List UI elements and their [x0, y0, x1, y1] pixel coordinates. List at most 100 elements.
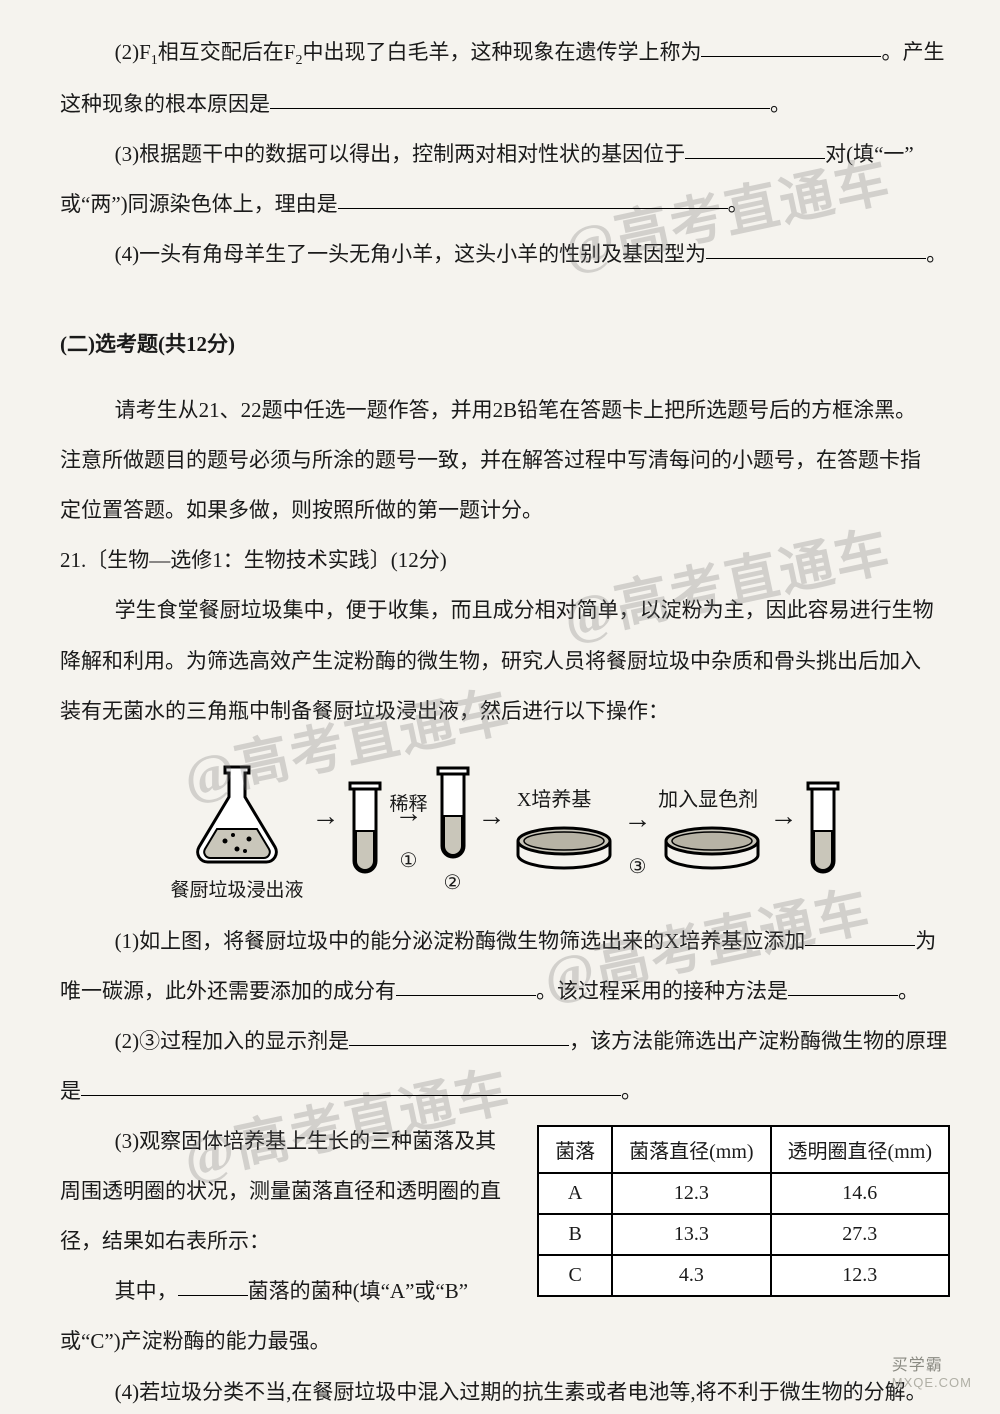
circle-1: ① — [400, 848, 418, 873]
petri-dish-1 — [514, 825, 614, 871]
q21-p3-block: 菌落 菌落直径(mm) 透明圈直径(mm) A 12.3 14.6 B 13.3… — [60, 1119, 950, 1319]
text: 。 — [621, 1079, 642, 1103]
dish-icon — [514, 825, 614, 871]
text: 或“两”)同源染色体上，理由是 — [60, 192, 338, 216]
text: 是 — [60, 1079, 81, 1103]
table-header-row: 菌落 菌落直径(mm) 透明圈直径(mm) — [538, 1126, 949, 1173]
sub: 1 — [151, 53, 158, 68]
blank — [805, 925, 915, 946]
tube-1 — [348, 781, 382, 881]
table-cell: 27.3 — [771, 1214, 949, 1255]
blank — [81, 1075, 621, 1096]
brand-url: MXQE.COM — [892, 1375, 972, 1390]
table-header: 菌落 — [538, 1126, 612, 1173]
table-cell: 13.3 — [612, 1214, 770, 1255]
table-row: B 13.3 27.3 — [538, 1214, 949, 1255]
text: 菌落的菌种(填“A”或“B” — [248, 1279, 468, 1303]
table-cell: 4.3 — [612, 1255, 770, 1296]
q-prev-2-line1: (2)F1相互交配后在F2中出现了白毛羊，这种现象在遗传学上称为。产生 — [60, 30, 950, 76]
q21-p2-line2: 是。 — [60, 1069, 950, 1113]
flask-label: 餐厨垃圾浸出液 — [170, 875, 303, 902]
blank — [396, 975, 536, 996]
petri-dish-2 — [662, 825, 762, 871]
q21-intro-c: 装有无菌水的三角瓶中制备餐厨垃圾浸出液，然后进行以下操作： — [60, 689, 950, 733]
q21-table: 菌落 菌落直径(mm) 透明圈直径(mm) A 12.3 14.6 B 13.3… — [537, 1125, 950, 1297]
q-prev-3-line2: 或“两”)同源染色体上，理由是 。 — [60, 182, 950, 226]
blank — [706, 238, 926, 259]
q-prev-3-line1: (3)根据题干中的数据可以得出，控制两对相对性状的基因位于 对(填“一” — [60, 132, 950, 176]
q-prev-4: (4)一头有角母羊生了一头无角小羊，这头小羊的性别及基因型为 。 — [60, 232, 950, 276]
arrow-icon: → — [312, 801, 340, 833]
blank — [338, 188, 728, 209]
section2-header: (二)选考题(共12分) — [60, 322, 950, 366]
blank — [788, 975, 898, 996]
blank — [701, 36, 881, 57]
arrow-icon: → — [770, 801, 798, 833]
section2-instr-b: 注意所做题目的题号必须与所涂的题号一致，并在解答过程中写清每问的小题号，在答题卡… — [60, 438, 950, 482]
tube-icon — [436, 766, 470, 866]
text: 。 — [926, 242, 947, 266]
q21-intro-a: 学生食堂餐厨垃圾集中，便于收集，而且成分相对简单，以淀粉为主，因此容易进行生物 — [60, 588, 950, 632]
blank — [685, 138, 825, 159]
table-row: C 4.3 12.3 — [538, 1255, 949, 1296]
text: 中出现了白毛羊，这种现象在遗传学上称为 — [302, 40, 701, 64]
table-cell: C — [538, 1255, 612, 1296]
tube-2: ② — [436, 766, 470, 895]
section2-instr-a: 请考生从21、22题中任选一题作答，并用2B铅笔在答题卡上把所选题号后的方框涂黑… — [60, 388, 950, 432]
section2-instr-c: 定位置答题。如果多做，则按照所做的第一题计分。 — [60, 488, 950, 532]
dishes-group: X培养基 加入显色剂 → ③ — [514, 783, 762, 879]
dish-icon — [662, 825, 762, 871]
blank — [349, 1025, 569, 1046]
q21-title: 21.〔生物—选修1：生物技术实践〕(12分) — [60, 538, 950, 582]
tube-3 — [806, 781, 840, 881]
q21-p1-line2: 唯一碳源，此外还需要添加的成分有 。该过程采用的接种方法是 。 — [60, 969, 950, 1013]
blank — [270, 88, 770, 109]
text: (2)③过程加入的显示剂是 — [115, 1029, 350, 1053]
footer-brand: 买学霸 MXQE.COM — [892, 1351, 972, 1390]
text: 。 — [898, 979, 919, 1003]
tube-icon — [348, 781, 382, 881]
q21-p2-line1: (2)③过程加入的显示剂是 ，该方法能筛选出产淀粉酶微生物的原理 — [60, 1019, 950, 1063]
text: 。该过程采用的接种方法是 — [536, 979, 788, 1003]
text: (4)一头有角母羊生了一头无角小羊，这头小羊的性别及基因型为 — [115, 242, 706, 266]
q-prev-2-line2: 这种现象的根本原因是 。 — [60, 82, 950, 126]
text: (1)如上图，将餐厨垃圾中的能分泌淀粉酶微生物筛选出来的X培养基应添加 — [115, 929, 806, 953]
table-header: 菌落直径(mm) — [612, 1126, 770, 1173]
text: 为 — [915, 929, 936, 953]
x-medium-label: X培养基 — [517, 783, 591, 812]
text: 相互交配后在F — [158, 40, 296, 64]
q21-intro-b: 降解和利用。为筛选高效产生淀粉酶的微生物，研究人员将餐厨垃圾中杂质和骨头挑出后加… — [60, 639, 950, 683]
table-row: A 12.3 14.6 — [538, 1173, 949, 1214]
add-color-label: 加入显色剂 — [658, 783, 758, 812]
text: (3)根据题干中的数据可以得出，控制两对相对性状的基因位于 — [115, 142, 685, 166]
table-cell: 14.6 — [771, 1173, 949, 1214]
brand-text: 买学霸 — [892, 1357, 943, 1374]
text: 对(填“一” — [825, 142, 914, 166]
text: 其中， — [115, 1279, 178, 1303]
text: ，该方法能筛选出产淀粉酶微生物的原理 — [569, 1029, 947, 1053]
arrow-3: → ③ — [624, 818, 652, 879]
blank — [178, 1275, 248, 1296]
arrow-dilute: 稀释 → ① — [390, 789, 428, 873]
arrow-icon: → — [478, 801, 506, 833]
text: (2)F — [115, 40, 151, 64]
circle-3: ③ — [629, 854, 647, 879]
tube-icon — [806, 781, 840, 881]
text: 。 — [728, 192, 749, 216]
table-cell: 12.3 — [612, 1173, 770, 1214]
q21-p1-line1: (1)如上图，将餐厨垃圾中的能分泌淀粉酶微生物筛选出来的X培养基应添加 为 — [60, 919, 950, 963]
table-cell: A — [538, 1173, 612, 1214]
q21-p4: (4)若垃圾分类不当,在餐厨垃圾中混入过期的抗生素或者电池等,将不利于微生物的分… — [60, 1370, 950, 1414]
q21-diagram: 餐厨垃圾浸出液 → 稀释 → ① ② → X培养基 加入显色剂 — [60, 751, 950, 911]
table-cell: 12.3 — [771, 1255, 949, 1296]
table-header: 透明圈直径(mm) — [771, 1126, 949, 1173]
flask-icon — [187, 759, 287, 869]
text: 。 — [770, 92, 791, 116]
text: 。产生 — [881, 40, 944, 64]
q21-p3-e: 或“C”)产淀粉酶的能力最强。 — [60, 1319, 950, 1363]
flask: 餐厨垃圾浸出液 — [170, 759, 303, 902]
table-cell: B — [538, 1214, 612, 1255]
text: 这种现象的根本原因是 — [60, 92, 270, 116]
text: 唯一碳源，此外还需要添加的成分有 — [60, 979, 396, 1003]
circle-2: ② — [444, 870, 462, 895]
